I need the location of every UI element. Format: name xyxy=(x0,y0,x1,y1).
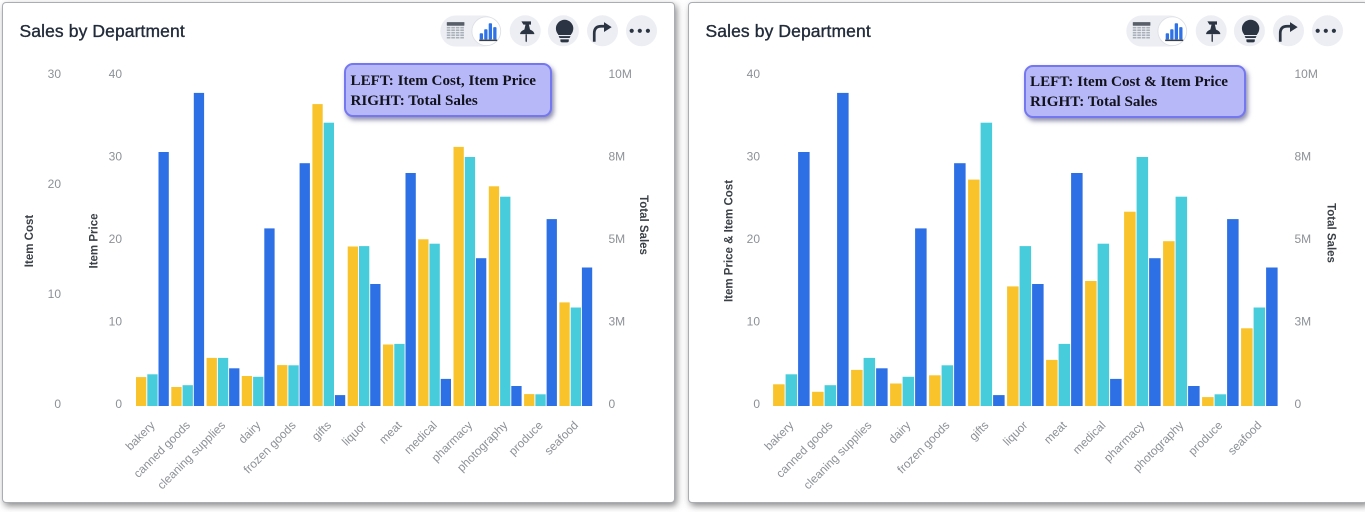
svg-text:gifts: gifts xyxy=(966,418,991,443)
svg-text:20: 20 xyxy=(109,232,123,246)
svg-text:40: 40 xyxy=(747,67,761,81)
svg-text:Item Cost: Item Cost xyxy=(24,215,36,268)
svg-text:0: 0 xyxy=(54,397,61,411)
svg-text:8M: 8M xyxy=(1295,150,1312,164)
svg-text:produce: produce xyxy=(1185,418,1225,458)
svg-text:30: 30 xyxy=(747,150,761,164)
svg-text:5M: 5M xyxy=(1295,232,1312,246)
svg-text:10: 10 xyxy=(747,315,761,329)
svg-text:Item Price: Item Price xyxy=(89,214,101,269)
svg-text:0: 0 xyxy=(1295,397,1302,411)
svg-text:10: 10 xyxy=(48,287,62,301)
svg-text:dairy: dairy xyxy=(235,418,263,446)
svg-text:bakery: bakery xyxy=(761,418,796,453)
svg-text:gifts: gifts xyxy=(309,418,334,443)
svg-text:20: 20 xyxy=(48,177,62,191)
svg-text:Total Sales: Total Sales xyxy=(637,195,649,255)
svg-text:0: 0 xyxy=(753,397,760,411)
svg-text:3M: 3M xyxy=(609,315,626,329)
svg-text:medical: medical xyxy=(1070,418,1109,457)
svg-text:seafood: seafood xyxy=(1225,418,1265,458)
svg-text:40: 40 xyxy=(109,67,123,81)
svg-text:3M: 3M xyxy=(1295,315,1312,329)
svg-text:produce: produce xyxy=(506,418,546,458)
svg-text:0: 0 xyxy=(609,397,616,411)
svg-text:Item Price & Item Cost: Item Price & Item Cost xyxy=(724,180,736,302)
svg-text:5M: 5M xyxy=(609,232,626,246)
svg-text:10: 10 xyxy=(109,315,123,329)
svg-text:10M: 10M xyxy=(1295,67,1318,81)
svg-text:liquor: liquor xyxy=(339,418,369,448)
svg-text:30: 30 xyxy=(109,150,123,164)
svg-text:20: 20 xyxy=(747,232,761,246)
svg-text:meat: meat xyxy=(1041,418,1070,447)
svg-text:dairy: dairy xyxy=(885,418,913,446)
svg-text:0: 0 xyxy=(115,397,122,411)
svg-text:seafood: seafood xyxy=(541,418,581,458)
svg-text:30: 30 xyxy=(48,67,62,81)
svg-text:Total Sales: Total Sales xyxy=(1325,203,1337,263)
svg-text:meat: meat xyxy=(376,418,405,447)
svg-text:8M: 8M xyxy=(609,150,626,164)
svg-text:liquor: liquor xyxy=(1000,418,1030,448)
svg-text:10M: 10M xyxy=(609,67,632,81)
svg-text:cleaning supplies: cleaning supplies xyxy=(801,418,875,492)
